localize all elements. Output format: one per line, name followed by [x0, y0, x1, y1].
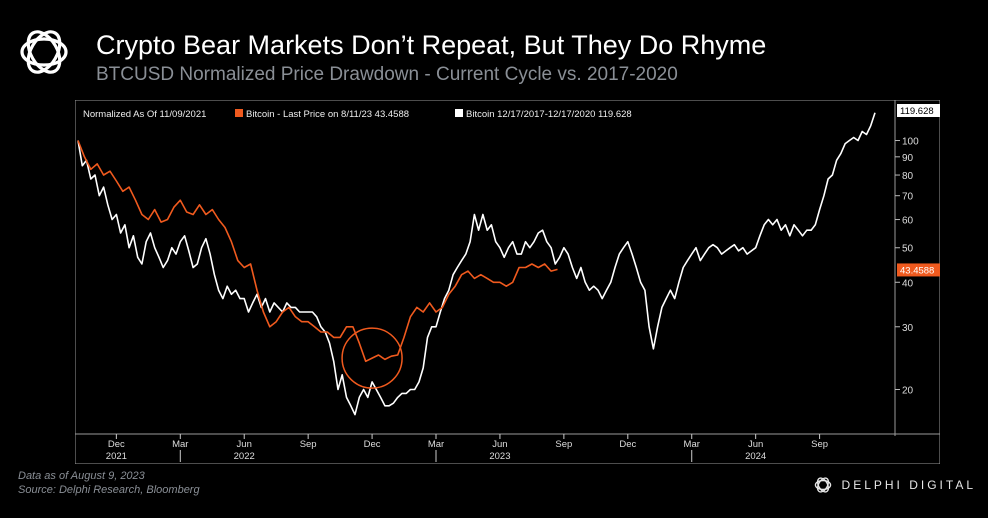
- x-month-label: Mar: [428, 439, 444, 450]
- x-year-label: 2021: [106, 451, 127, 462]
- x-month-label: Dec: [619, 439, 636, 450]
- x-year-label: 2022: [234, 451, 255, 462]
- y-tick-label: 90: [902, 153, 914, 164]
- x-month-label: Mar: [172, 439, 188, 450]
- series-line: [77, 112, 876, 416]
- series-line: [77, 140, 558, 363]
- delphi-logo-icon: [12, 20, 76, 84]
- legend-swatch: [455, 109, 463, 117]
- chart-annotation: [341, 327, 403, 389]
- y-tick-label: 50: [902, 244, 914, 255]
- x-month-label: Jun: [237, 439, 252, 450]
- data-as-of-note: Data as of August 9, 2023: [18, 470, 145, 482]
- chart-frame: [75, 100, 940, 464]
- y-axis: 20 30 40 50 60 70 80 90 100: [894, 100, 919, 436]
- x-year-label: 2024: [745, 451, 766, 462]
- x-month-label: Jun: [492, 439, 507, 450]
- x-month-label: Dec: [108, 439, 125, 450]
- x-year-label: 2023: [489, 451, 510, 462]
- x-month-label: Sep: [811, 439, 828, 450]
- last-value-box: [897, 104, 940, 117]
- footnote: Data as of August 9, 2023 Source: Delphi…: [18, 469, 200, 497]
- legend-prefix: Normalized As Of 11/09/2021: [83, 109, 206, 120]
- y-tick-label: 70: [902, 192, 914, 203]
- source-note: Source: Delphi Research, Bloomberg: [18, 484, 200, 496]
- chart-lines: [77, 112, 876, 416]
- brand-name: DELPHI DIGITAL: [841, 478, 976, 492]
- brand-mark: DELPHI DIGITAL: [812, 474, 976, 496]
- last-value-labels: 119.628 43.4588: [897, 104, 940, 277]
- y-tick-label: 30: [902, 323, 914, 334]
- y-tick-label: 60: [902, 216, 914, 227]
- y-tick-label: 100: [902, 137, 919, 148]
- x-month-label: Sep: [555, 439, 572, 450]
- legend-label: Bitcoin 12/17/2017-12/17/2020 119.628: [466, 109, 632, 120]
- highlight-circle: [341, 327, 403, 389]
- drawdown-chart: 20 30 40 50 60 70 80 90 100 Dec Mar Jun Sep Dec Mar Ju…: [75, 100, 940, 464]
- legend-label: Bitcoin - Last Price on 8/11/23 43.4588: [246, 109, 409, 120]
- x-month-label: Dec: [364, 439, 381, 450]
- x-month-label: Jun: [748, 439, 763, 450]
- y-tick-label: 80: [902, 171, 914, 182]
- page-subtitle: BTCUSD Normalized Price Drawdown - Curre…: [96, 64, 678, 85]
- delphi-small-logo-icon: [814, 477, 831, 493]
- x-month-label: Sep: [300, 439, 317, 450]
- legend-swatch: [235, 109, 243, 117]
- page-title: Crypto Bear Markets Don’t Repeat, But Th…: [96, 30, 767, 60]
- last-value-box: [897, 263, 940, 277]
- y-tick-label: 20: [902, 385, 914, 396]
- x-month-label: Mar: [684, 439, 700, 450]
- last-value-text: 43.4588: [900, 265, 934, 276]
- last-value-text: 119.628: [900, 106, 934, 117]
- chart-legend: Normalized As Of 11/09/2021 Bitcoin - Las…: [83, 109, 632, 120]
- y-tick-label: 40: [902, 278, 914, 289]
- x-axis: Dec Mar Jun Sep Dec Mar Jun Sep Dec Mar Jun Sep 2021…: [75, 433, 940, 462]
